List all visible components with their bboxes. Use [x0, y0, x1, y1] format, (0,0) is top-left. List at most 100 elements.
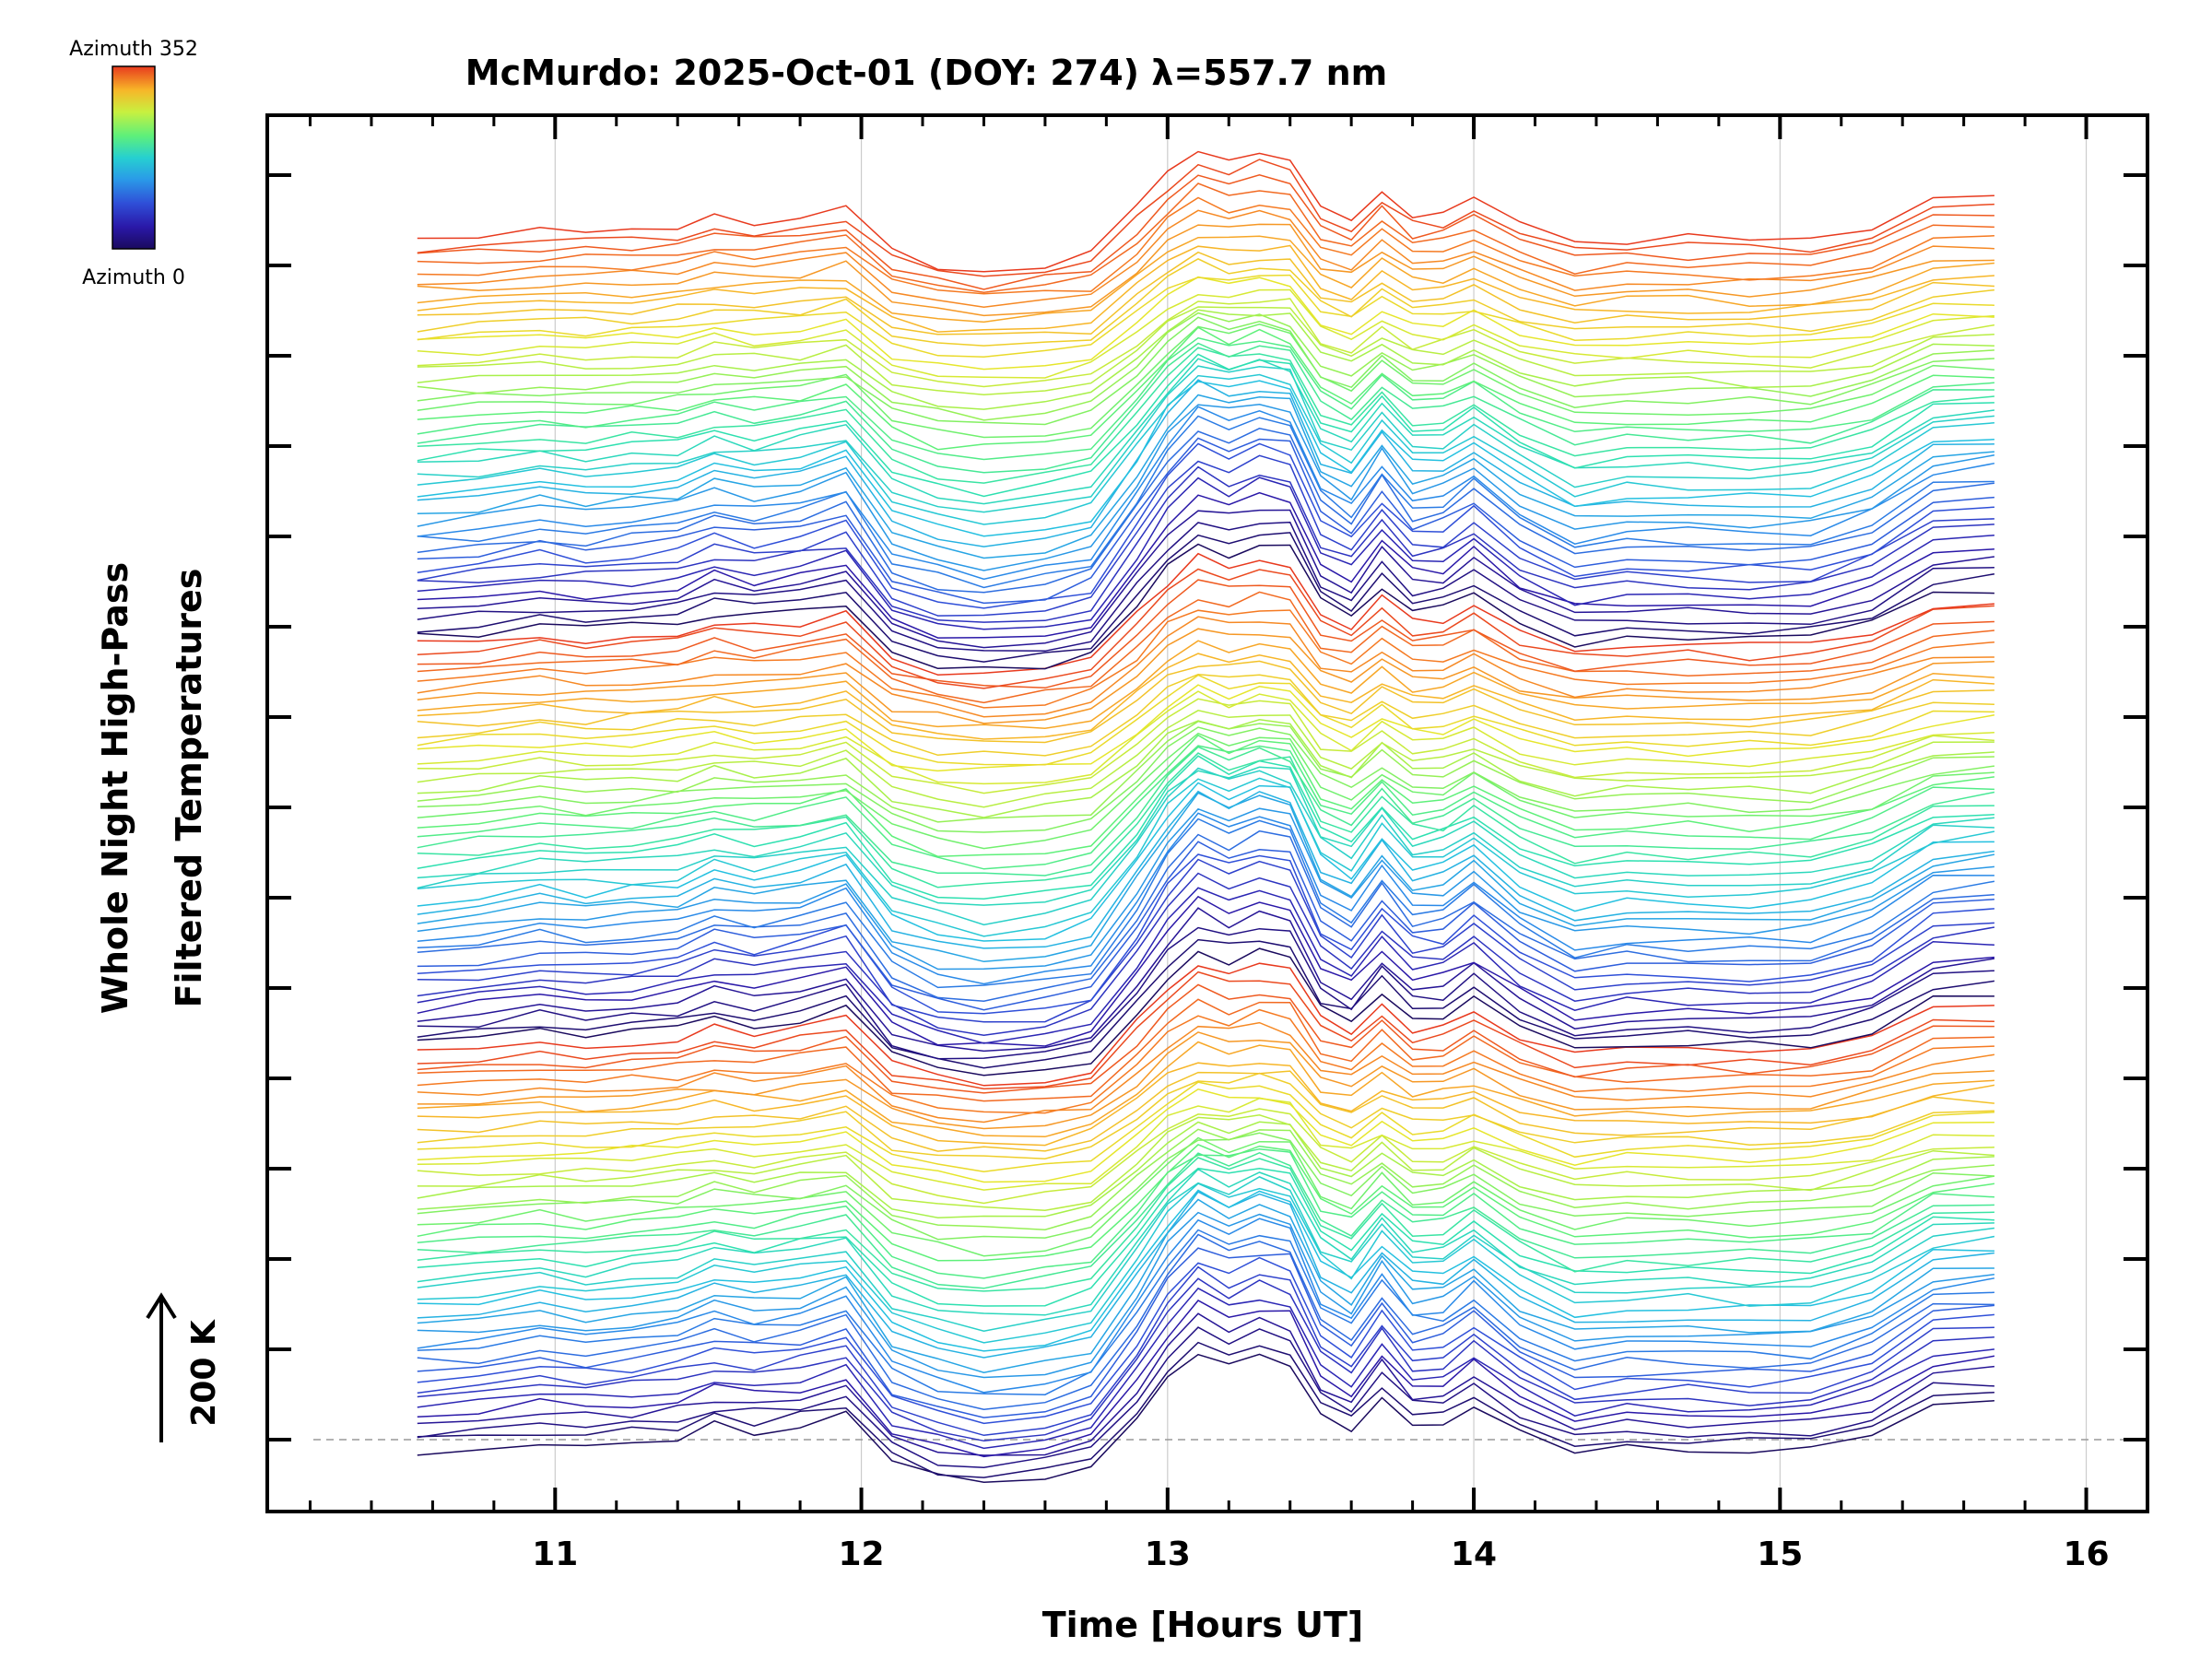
series-line	[417, 1265, 1994, 1437]
series-line	[417, 872, 1995, 1036]
series-line	[417, 1176, 1994, 1332]
series-line	[417, 962, 1994, 1087]
series-line	[417, 684, 1995, 772]
series-line	[417, 971, 1994, 1090]
series-line	[417, 1031, 1994, 1130]
series-line	[417, 1229, 1994, 1395]
series-line	[417, 1211, 1994, 1379]
series-line	[417, 324, 1994, 439]
colorbar-bottom-label: Azimuth 0	[82, 266, 185, 289]
series-line	[417, 196, 1994, 295]
series-line	[417, 1300, 1995, 1458]
series-line	[417, 1108, 1994, 1205]
series-layer	[417, 150, 1995, 1483]
series-line	[417, 353, 1994, 498]
series-line	[417, 552, 1994, 676]
series-line	[417, 790, 1994, 949]
chart-title: McMurdo: 2025-Oct-01 (DOY: 274) λ=557.7 …	[465, 53, 1387, 93]
series-line	[417, 579, 1994, 689]
series-line	[417, 767, 1994, 926]
series-line	[417, 1097, 1994, 1191]
series-line	[417, 182, 1994, 293]
series-line	[417, 306, 1994, 396]
axes: 11 12 13 14 15 16	[265, 113, 2149, 1573]
series-line	[417, 209, 1994, 308]
series-line	[417, 732, 1994, 850]
series-line	[417, 926, 1994, 1060]
series-line	[417, 251, 1994, 335]
series-line	[417, 1144, 1995, 1262]
series-line	[417, 1132, 1994, 1241]
series-line	[417, 830, 1994, 1002]
series-line	[417, 745, 1994, 870]
series-line	[417, 380, 1994, 537]
x-axis-label: Time [Hours UT]	[1042, 1605, 1364, 1645]
series-line	[417, 609, 1994, 709]
series-line	[417, 710, 1994, 808]
grid	[313, 115, 2147, 1512]
series-line	[417, 437, 1994, 605]
series-line	[417, 1072, 1994, 1159]
series-line	[417, 698, 1994, 794]
series-line	[417, 1218, 1995, 1394]
series-line	[417, 365, 1994, 513]
series-line	[417, 244, 1994, 333]
series-line	[417, 258, 1994, 347]
series-line	[417, 1326, 1994, 1468]
series-line	[417, 1008, 1994, 1114]
series-line	[417, 653, 1994, 740]
series-line	[417, 818, 1995, 989]
series-line	[417, 1168, 1994, 1316]
series-line	[417, 1136, 1995, 1257]
series-line	[417, 1191, 1994, 1359]
series-line	[417, 766, 1994, 906]
series-line	[417, 895, 1994, 1047]
series-line	[417, 907, 1995, 1053]
series-line	[417, 998, 1994, 1102]
series-line	[417, 887, 1994, 1044]
series-line	[417, 1287, 1994, 1450]
series-line	[417, 782, 1994, 942]
series-line	[417, 1353, 1994, 1483]
series-line	[417, 442, 1994, 609]
series-line	[417, 726, 1995, 833]
plot-frame	[265, 113, 2149, 1513]
series-line	[417, 690, 1994, 785]
series-line	[417, 568, 1994, 689]
series-line	[417, 858, 1994, 1023]
series-line	[417, 491, 1994, 639]
series-line	[417, 807, 1994, 971]
series-line	[417, 1277, 1994, 1442]
series-line	[417, 1247, 1994, 1418]
series-line	[417, 223, 1994, 317]
series-line	[417, 415, 1994, 589]
series-line	[417, 616, 1994, 718]
series-line	[417, 1081, 1994, 1173]
series-line	[417, 812, 1994, 985]
series-line	[417, 841, 1994, 1011]
series-line	[417, 1114, 1994, 1212]
series-line	[417, 1182, 1995, 1344]
series-line	[417, 628, 1994, 724]
series-line	[417, 746, 1995, 877]
series-line	[417, 235, 1994, 324]
series-line	[417, 465, 1994, 623]
series-line	[417, 326, 1994, 451]
series-line	[417, 1062, 1995, 1147]
series-line	[417, 1198, 1994, 1373]
series-line	[417, 394, 1994, 559]
series-line	[417, 1341, 1994, 1478]
series-line	[417, 298, 1995, 388]
series-line	[417, 428, 1994, 594]
series-line	[417, 1151, 1994, 1289]
series-line	[417, 1189, 1994, 1352]
series-line	[417, 983, 1994, 1094]
series-line	[417, 477, 1994, 630]
series-line	[417, 1312, 1994, 1456]
x-tick-label: 16	[2063, 1535, 2109, 1573]
series-line	[417, 1088, 1994, 1183]
x-tick-label: 14	[1451, 1535, 1497, 1573]
series-line	[417, 1021, 1995, 1124]
series-line	[417, 640, 1994, 730]
series-line	[417, 1041, 1994, 1138]
